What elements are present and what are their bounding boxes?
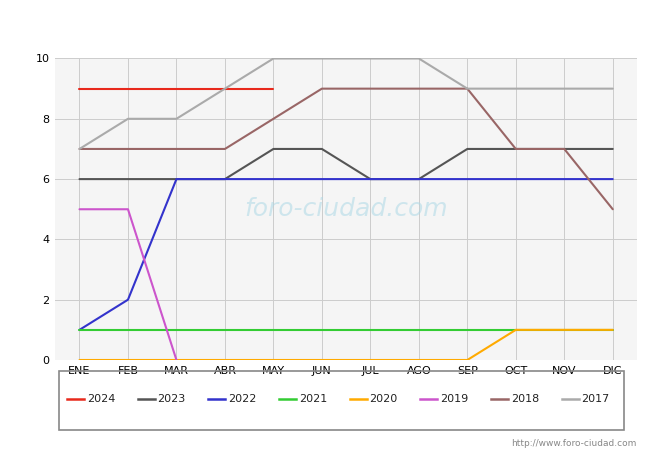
Text: foro-ciudad.com: foro-ciudad.com: [244, 197, 448, 221]
Text: 2021: 2021: [299, 394, 327, 405]
Text: 2024: 2024: [87, 394, 115, 405]
Text: 2019: 2019: [440, 394, 469, 405]
Text: http://www.foro-ciudad.com: http://www.foro-ciudad.com: [512, 439, 637, 448]
Text: 2018: 2018: [511, 394, 539, 405]
Text: 2020: 2020: [369, 394, 398, 405]
Text: 2023: 2023: [157, 394, 186, 405]
Text: 2022: 2022: [228, 394, 257, 405]
Text: Afiliados en Tórtoles a 31/5/2024: Afiliados en Tórtoles a 31/5/2024: [177, 18, 473, 36]
Text: 2017: 2017: [582, 394, 610, 405]
